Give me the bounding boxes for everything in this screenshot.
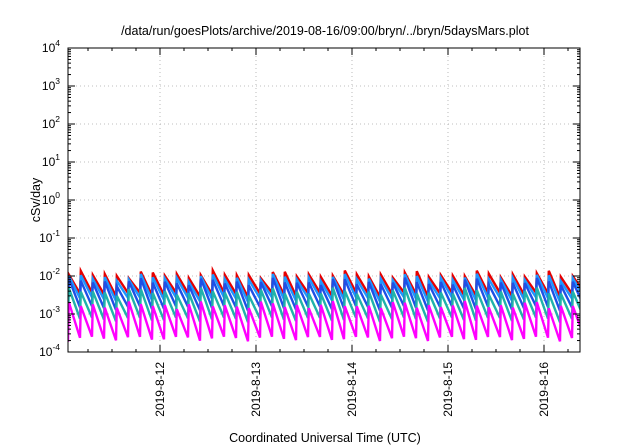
y-tick-label: 104: [42, 38, 60, 55]
y-tick-label: 10-2: [39, 266, 60, 283]
y-tick-label: 10-1: [39, 228, 60, 245]
y-tick-label: 103: [42, 76, 60, 93]
series-line: [68, 300, 580, 342]
x-tick-label: 2019-8-14: [345, 362, 359, 417]
series-layer: [68, 265, 580, 342]
y-axis-label: cSv/day: [29, 177, 43, 222]
x-axis: 2019-8-12 2019-8-13 2019-8-14 2019-8-15 2019…: [87, 48, 569, 417]
y-tick-label: 10-3: [39, 304, 60, 321]
y-axis: 10-4 10-3 10-2 10-1 100 101 102 103 104: [39, 38, 580, 359]
grid: [68, 48, 580, 352]
chart-title: /data/run/goesPlots/archive/2019-08-16/0…: [121, 24, 529, 38]
x-axis-label: Coordinated Universal Time (UTC): [229, 431, 421, 445]
x-tick-label: 2019-8-13: [249, 362, 263, 417]
x-tick-label: 2019-8-12: [153, 362, 167, 417]
x-tick-label: 2019-8-16: [537, 362, 551, 417]
y-tick-label: 100: [42, 190, 60, 207]
y-tick-label: 101: [42, 152, 60, 169]
y-tick-label: 102: [42, 114, 60, 131]
y-tick-label: 10-4: [39, 342, 60, 359]
x-tick-label: 2019-8-15: [441, 362, 455, 417]
